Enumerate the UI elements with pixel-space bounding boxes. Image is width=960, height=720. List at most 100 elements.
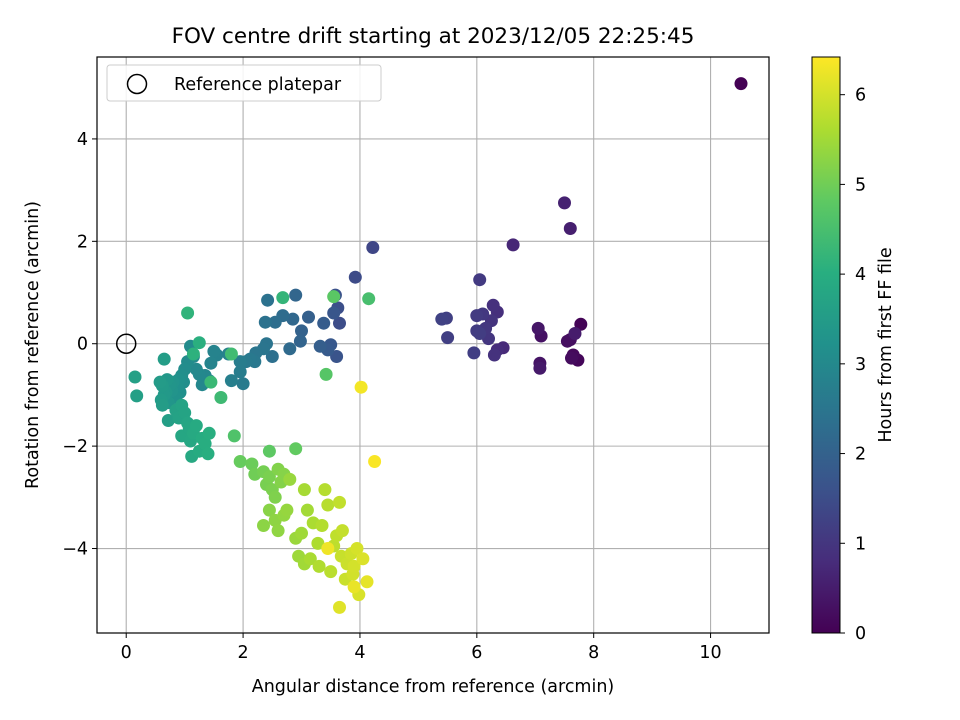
reference-platepar-marker [115, 333, 137, 354]
scatter-point [327, 306, 341, 320]
scatter-point [321, 542, 335, 555]
scatter-point [312, 559, 326, 573]
scatter-point [558, 196, 571, 210]
scatter-point [286, 312, 300, 326]
colorbar-tick-label: 3 [855, 355, 866, 375]
scatter-point [347, 580, 361, 594]
scatter-point [233, 455, 247, 468]
scatter-point [354, 380, 368, 394]
scatter-point [362, 292, 376, 306]
scatter-point [283, 472, 297, 486]
scatter-point [315, 519, 329, 532]
scatter-point [473, 273, 487, 287]
scatter-point [366, 241, 380, 254]
scatter-point [189, 362, 203, 376]
scatter-point [186, 347, 200, 361]
scatter-point [289, 442, 303, 456]
scatter-point [214, 391, 228, 404]
scatter-point [202, 426, 216, 440]
scatter-point [233, 355, 247, 369]
scatter-point [283, 342, 297, 356]
scatter-point [198, 437, 212, 451]
legend-box [106, 64, 382, 102]
x-tick-label: 4 [354, 643, 365, 663]
scatter-point [333, 316, 346, 330]
scatter-point [335, 524, 349, 538]
x-tick-label: 2 [238, 643, 249, 663]
scatter-point [360, 575, 374, 589]
scatter-point [207, 344, 221, 358]
scatter-point [224, 347, 238, 361]
scatter-point [257, 519, 270, 532]
scatter-point [128, 370, 142, 384]
scatter-point [531, 321, 545, 335]
scatter-point [204, 356, 218, 370]
colorbar-tick-label: 1 [855, 534, 866, 554]
scatter-point [333, 600, 346, 614]
scatter-point [280, 503, 294, 517]
scatter-point [473, 327, 487, 340]
scatter-point [178, 406, 192, 420]
scatter-point [313, 339, 327, 353]
scatter-point [470, 309, 484, 323]
y-axis-ticks: −4 −2 0 2 4 [62, 130, 97, 560]
data-points [128, 77, 748, 614]
scatter-point [192, 336, 206, 350]
y-tick-label: 0 [77, 335, 88, 355]
scatter-point [295, 324, 308, 338]
scatter-point [289, 288, 303, 302]
scatter-point [506, 238, 520, 252]
scatter-point [227, 429, 241, 443]
legend-marker-reference [126, 73, 148, 95]
scatter-point [265, 350, 279, 363]
scatter-point [533, 361, 547, 375]
scatter-point [565, 351, 578, 365]
scatter-point [271, 524, 285, 538]
scatter-point [311, 536, 325, 550]
legend: Reference platepar [106, 64, 382, 102]
colorbar-tick-label: 6 [855, 86, 866, 106]
scatter-point [324, 565, 338, 579]
scatter-point [319, 367, 333, 381]
scatter-point [318, 483, 332, 497]
scatter-point [153, 375, 167, 389]
scatter-point [233, 365, 247, 379]
scatter-point [734, 77, 748, 91]
scatter-point [441, 331, 455, 345]
scatter-point [321, 498, 335, 512]
scatter-point [262, 470, 276, 484]
x-tick-label: 10 [699, 643, 721, 663]
scatter-point [295, 526, 308, 540]
scatter-point [201, 447, 215, 461]
scatter-point [276, 291, 290, 305]
scatter-point [300, 503, 314, 517]
scatter-point [262, 503, 276, 517]
scatter-point [204, 375, 218, 389]
scatter-point [317, 316, 331, 330]
scatter-point [327, 290, 341, 304]
scatter-point [258, 315, 272, 329]
scatter-point [268, 490, 282, 504]
scatter-point [486, 298, 500, 312]
scatter-point [356, 552, 370, 566]
colorbar-tick-label: 5 [855, 175, 866, 195]
legend-label-reference: Reference platepar [174, 75, 342, 95]
y-tick-label: −4 [62, 540, 88, 560]
scatter-point [297, 483, 311, 497]
x-tick-label: 0 [121, 643, 132, 663]
chart-title: FOV centre drift starting at 2023/12/05 … [172, 24, 695, 49]
scatter-point [155, 398, 169, 412]
plot-frame [96, 56, 770, 634]
y-tick-label: 2 [77, 232, 88, 252]
scatter-point [157, 352, 171, 366]
scatter-point [350, 542, 364, 555]
scatter-point [348, 270, 362, 284]
scatter-point [245, 457, 259, 471]
scatter-point [130, 389, 144, 403]
x-axis-ticks: 0 2 4 6 8 10 [121, 633, 722, 663]
scatter-point [224, 374, 238, 388]
scatter-point [262, 444, 276, 458]
y-tick-label: −2 [62, 437, 88, 457]
scatter-point [293, 334, 307, 348]
